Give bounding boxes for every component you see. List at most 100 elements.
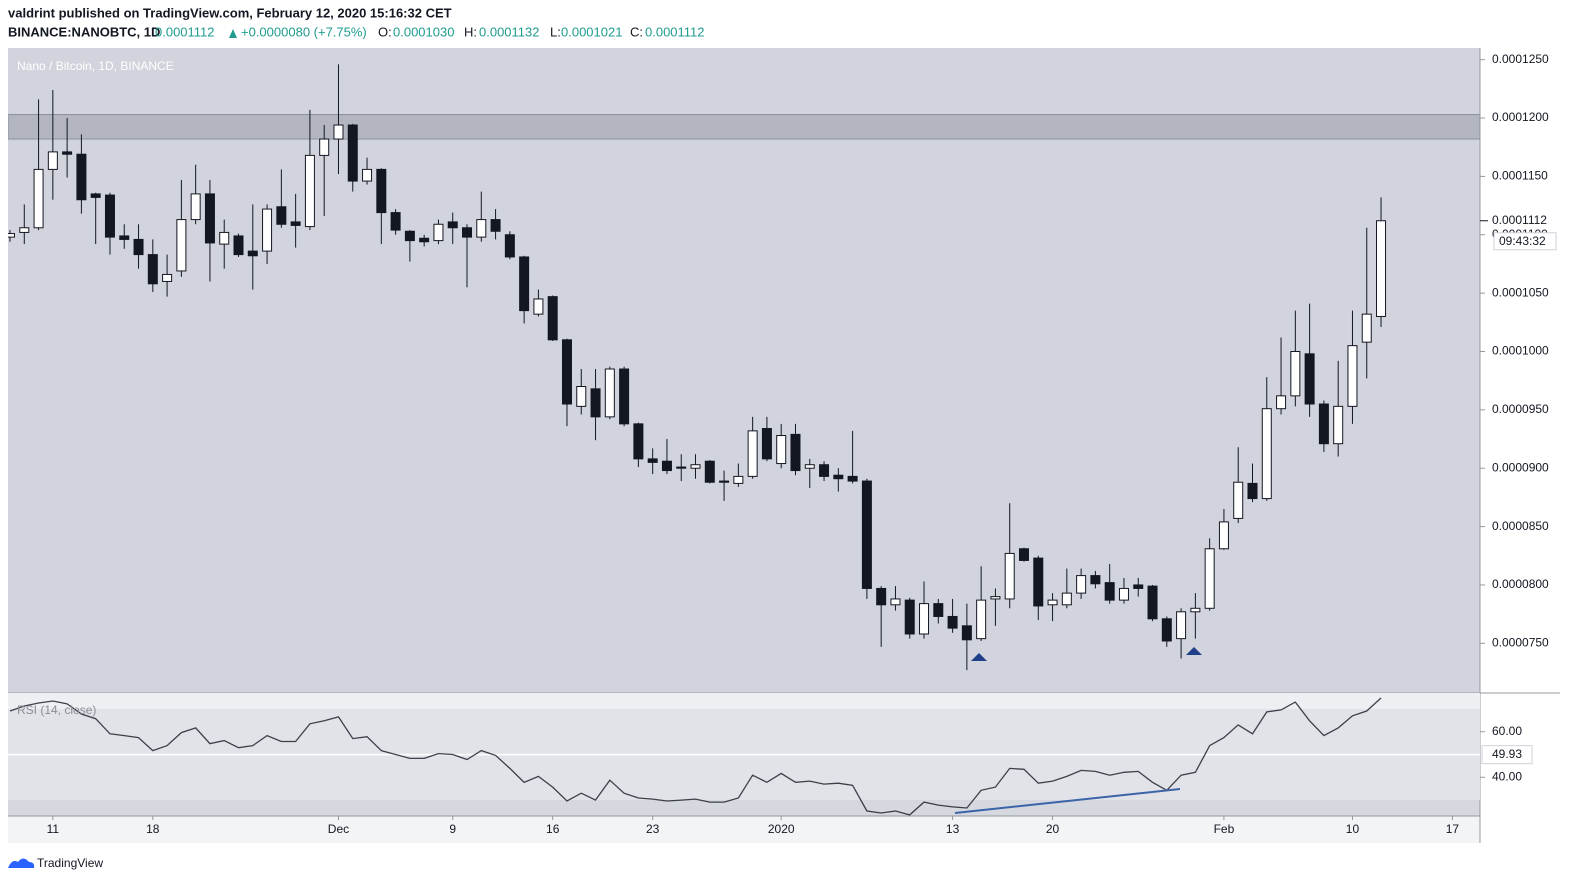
candle-body xyxy=(1047,599,1058,606)
candle-body xyxy=(604,368,615,418)
candle-body xyxy=(676,466,687,469)
candle-body xyxy=(1247,482,1258,500)
candle-body xyxy=(1147,585,1158,620)
y-tick-label: 0.0000900 xyxy=(1492,460,1549,474)
candle-body xyxy=(1333,405,1344,445)
up-arrow xyxy=(229,29,237,38)
y-tick-label: 0.0001000 xyxy=(1492,344,1549,358)
candle-body xyxy=(619,368,630,425)
candle-body xyxy=(819,464,830,477)
logo xyxy=(8,858,35,868)
candle-body xyxy=(219,231,230,245)
candle-body xyxy=(1033,557,1044,607)
x-tick-label: 9 xyxy=(449,822,456,836)
candle-body xyxy=(704,460,715,483)
candle-body xyxy=(1347,345,1358,407)
rsi-tick-label: 40.00 xyxy=(1492,769,1522,783)
candle-body xyxy=(19,227,30,233)
candle-body xyxy=(390,212,401,231)
resistance-zone xyxy=(8,114,1480,140)
candle-body xyxy=(990,596,1001,600)
candle-body xyxy=(1076,575,1087,594)
candle-body xyxy=(719,480,730,483)
candle-body xyxy=(62,151,73,155)
open-value: 0.0001030 xyxy=(393,24,454,39)
rsi-level-label: 49.93 xyxy=(1492,747,1522,761)
y-tick-label: 0.0000800 xyxy=(1492,577,1549,591)
candle-body xyxy=(904,599,915,635)
candle-body xyxy=(1290,350,1301,397)
candle-body xyxy=(262,208,273,252)
candle-body xyxy=(447,221,458,229)
last-price: 0.0001112 xyxy=(155,24,215,39)
candle-body xyxy=(747,430,758,477)
candle-body xyxy=(276,206,287,225)
rsi-tick-label: 60.00 xyxy=(1492,724,1522,738)
candle-body xyxy=(476,219,487,238)
signal-marker xyxy=(1186,647,1202,655)
candle-body xyxy=(533,298,544,315)
high-label: H: xyxy=(464,24,477,39)
candle-body xyxy=(204,193,215,244)
candle-body xyxy=(104,194,115,238)
y-tick-label: 0.0001150 xyxy=(1492,169,1548,183)
candle-body xyxy=(1176,611,1187,640)
x-tick-label: 11 xyxy=(47,822,60,836)
signal-marker xyxy=(971,653,987,661)
candle-body xyxy=(876,587,887,606)
candle-body xyxy=(504,234,515,258)
countdown-box xyxy=(1493,232,1557,251)
x-tick-label: 2020 xyxy=(768,822,795,836)
candle-body xyxy=(1161,618,1172,642)
candle-body xyxy=(347,124,358,182)
rsi-label: RSI (14, close) xyxy=(17,703,96,717)
x-tick-label: 23 xyxy=(646,822,660,836)
candle-body xyxy=(690,464,701,469)
close-value: 0.0001112 xyxy=(645,24,705,39)
y-tick-label: 0.0001250 xyxy=(1492,52,1549,66)
candle-body xyxy=(490,219,501,232)
candle-body xyxy=(1204,548,1215,609)
candle-body xyxy=(790,433,801,472)
candle-body xyxy=(376,168,387,214)
y-tick-label: 0.0000850 xyxy=(1492,519,1549,533)
candle-body xyxy=(633,423,644,460)
candle-body xyxy=(76,153,87,201)
price-pane xyxy=(8,48,1480,693)
candle-body xyxy=(147,254,158,285)
candle-body xyxy=(290,221,301,226)
candle-body xyxy=(733,475,744,484)
candle-body xyxy=(133,238,144,256)
candle-body xyxy=(1090,575,1101,585)
y-tick-label: 0.0000750 xyxy=(1492,635,1549,649)
time-axis xyxy=(8,816,1480,843)
candle-body xyxy=(119,235,130,240)
candle-body xyxy=(404,230,415,242)
chart-title: Nano / Bitcoin, 1D, BINANCE xyxy=(17,59,174,73)
candle-body xyxy=(661,460,672,472)
y-tick-label: 0.0000950 xyxy=(1492,402,1549,416)
candle-body xyxy=(33,168,44,229)
candle-body xyxy=(362,168,373,182)
candle-body xyxy=(933,603,944,617)
candle-body xyxy=(1318,403,1329,445)
countdown: 09:43:32 xyxy=(1499,234,1546,248)
candle-body xyxy=(547,296,558,341)
candle-body xyxy=(333,124,344,140)
candle-body xyxy=(8,233,15,238)
candle-body xyxy=(1218,521,1229,550)
price-axis xyxy=(1480,48,1560,843)
candle-body xyxy=(1018,548,1029,561)
candle-body xyxy=(561,339,572,405)
candle-body xyxy=(1190,607,1201,613)
x-tick-label: 16 xyxy=(546,822,560,836)
candle-body xyxy=(1233,481,1244,519)
footer-brand: TradingView xyxy=(37,856,103,870)
rsi-line xyxy=(9,697,1382,816)
candle-body xyxy=(776,435,787,465)
candle-body xyxy=(247,250,258,257)
low-value: 0.0001021 xyxy=(561,24,622,39)
candle-body xyxy=(419,237,430,243)
candle-body xyxy=(1133,584,1144,589)
